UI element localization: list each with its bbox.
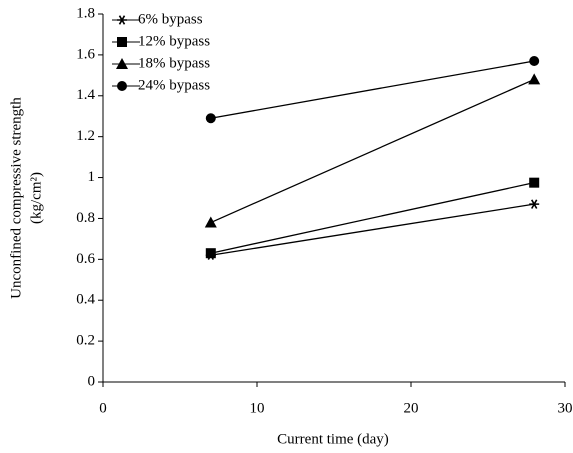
line <box>210 60 535 119</box>
y-tick-label: 0.4 <box>76 292 95 308</box>
legend-label: 24% bypass <box>138 77 210 93</box>
y-tick-label: 0.8 <box>76 210 95 226</box>
marker <box>117 37 127 47</box>
legend-label: 18% bypass <box>138 55 210 71</box>
line <box>210 203 535 256</box>
marker <box>117 81 127 91</box>
marker <box>205 113 216 124</box>
line <box>210 182 535 254</box>
x-tick-label: 30 <box>558 400 573 416</box>
x-axis-label: Current time (day) <box>277 431 389 447</box>
legend-label: 6% bypass <box>138 11 203 27</box>
marker <box>204 216 217 228</box>
y-tick-label: 1.8 <box>76 5 95 21</box>
marker <box>117 15 127 25</box>
y-tick-label: 1 <box>88 169 96 185</box>
x-tick-label: 20 <box>404 400 419 416</box>
legend-label: 12% bypass <box>138 33 210 49</box>
marker <box>116 58 128 69</box>
y-tick-label: 1.6 <box>76 46 95 62</box>
y-tick-label: 1.2 <box>76 128 95 144</box>
y-tick-label: 0 <box>88 373 96 389</box>
y-tick-label: 1.4 <box>76 87 95 103</box>
y-axis-label: Unconfined compressive strength <box>8 97 24 299</box>
y-axis-label: (kg/cm²) <box>28 172 44 224</box>
marker <box>529 199 540 209</box>
marker <box>205 248 216 259</box>
marker <box>529 56 540 67</box>
x-tick-label: 0 <box>99 400 107 416</box>
marker <box>528 73 541 85</box>
marker <box>529 177 540 188</box>
line <box>210 78 535 224</box>
x-tick-label: 10 <box>250 400 265 416</box>
y-tick-label: 0.6 <box>76 251 95 267</box>
y-tick-label: 0.2 <box>76 333 95 349</box>
